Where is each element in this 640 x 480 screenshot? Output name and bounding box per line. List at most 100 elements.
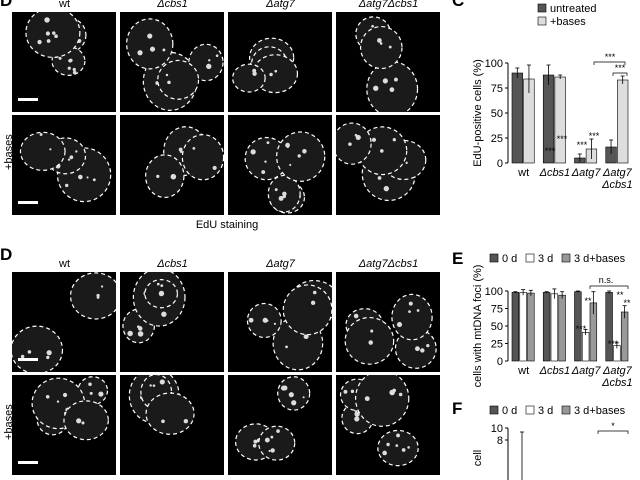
- fluorescent-focus: [69, 58, 73, 63]
- y-tick-label: 25: [491, 339, 503, 351]
- fluorescent-focus: [147, 33, 153, 39]
- bar: [511, 72, 523, 164]
- significance-bracket: [589, 285, 629, 289]
- legend-swatch: [525, 253, 535, 263]
- micrograph-tile: [336, 12, 440, 112]
- bottom-col-label-cbs1: Δcbs1: [157, 258, 188, 270]
- significance-marker: *: [611, 421, 615, 431]
- fluorescent-focus: [398, 392, 403, 397]
- fluorescent-focus: [373, 85, 379, 91]
- fluorescent-focus: [212, 165, 217, 171]
- cell-outline: [366, 61, 419, 112]
- legend-label: untreated: [550, 3, 596, 15]
- fluorescent-focus: [69, 155, 74, 160]
- x-tick-label: Δcbs1: [539, 365, 571, 377]
- fluorescent-focus: [100, 285, 104, 288]
- bottom-col-label-atg7: Δatg7: [266, 258, 295, 270]
- fluorescent-focus: [371, 137, 377, 142]
- panel-letter-d: D: [0, 245, 13, 264]
- fluorescent-focus: [379, 42, 383, 45]
- cell-outline: [19, 131, 66, 172]
- fluorescent-focus: [167, 80, 171, 85]
- fluorescent-focus: [81, 421, 85, 425]
- fluorescent-focus: [303, 334, 309, 340]
- legend-swatch: [489, 253, 499, 263]
- y-tick-label: 0: [497, 158, 503, 170]
- fluorescent-focus: [401, 448, 406, 452]
- y-axis-label: EdU-positive cells (%): [472, 59, 484, 167]
- bottom-col-label-wt: wt: [59, 258, 70, 270]
- fluorescent-focus: [98, 391, 104, 397]
- fluorescent-focus: [264, 160, 267, 163]
- fluorescent-focus: [415, 346, 420, 352]
- top-caption: EdU staining: [195, 219, 259, 231]
- top-col-label-cbs1: Δcbs1: [157, 0, 188, 10]
- bar: [542, 292, 551, 362]
- fluorescent-focus: [302, 396, 305, 399]
- fluorescent-focus: [274, 188, 278, 192]
- significance-marker: **: [584, 296, 592, 306]
- cell-outline: [336, 122, 372, 165]
- cell-outline: [157, 59, 200, 100]
- significance-marker: ***: [557, 134, 568, 144]
- fluorescent-focus: [208, 59, 211, 62]
- fluorescent-focus: [380, 149, 384, 153]
- micrograph-tile: [336, 115, 440, 215]
- fluorescent-focus: [264, 437, 270, 443]
- fluorescent-focus: [389, 87, 395, 93]
- micrograph-tile: [12, 115, 116, 215]
- fluorescent-focus: [192, 146, 196, 150]
- legend-swatch: [537, 16, 547, 26]
- panel-letter-f: F: [452, 399, 463, 418]
- fluorescent-focus: [46, 350, 52, 356]
- chart-f: 0 d 3 d 3 d+bases 810 cell *: [472, 405, 629, 480]
- fluorescent-focus: [285, 345, 288, 349]
- legend-label: 3 d: [538, 405, 553, 417]
- cell-outline: [232, 63, 266, 93]
- fluorescent-focus: [370, 329, 374, 333]
- top-col-label-atg7cbs1: Δatg7Δcbs1: [358, 0, 419, 10]
- fluorescent-focus: [266, 141, 270, 145]
- fluorescent-focus: [408, 301, 413, 306]
- fluorescent-focus: [396, 433, 400, 438]
- micrograph-tile: [228, 115, 332, 215]
- significance-bracket: [593, 61, 626, 65]
- y-tick-label: 25: [491, 133, 503, 145]
- fluorescent-focus: [270, 435, 274, 439]
- significance-marker: ***: [545, 146, 556, 156]
- micrograph-tile: [12, 12, 116, 112]
- y-axis-label: cell: [472, 450, 484, 467]
- fluorescent-focus: [96, 293, 100, 298]
- fluorescent-focus: [67, 66, 71, 70]
- bar: [550, 293, 559, 362]
- significance-bracket: [612, 72, 628, 76]
- cell-outline: [188, 43, 224, 82]
- fluorescent-focus: [206, 63, 212, 70]
- fluorescent-focus: [149, 46, 156, 52]
- fluorescent-focus: [161, 419, 165, 424]
- bottom-col-label-atg7cbs1: Δatg7Δcbs1: [358, 258, 419, 270]
- fluorescent-focus: [377, 38, 382, 43]
- y-tick-label: 8: [497, 435, 503, 447]
- fluorescent-focus: [354, 416, 360, 422]
- fluorescent-focus: [137, 331, 144, 337]
- fluorescent-focus: [78, 174, 83, 180]
- x-tick-label: wt: [517, 365, 529, 377]
- significance-marker: ***: [589, 131, 600, 141]
- significance-marker: ***: [605, 52, 616, 62]
- fluorescent-focus: [278, 195, 284, 201]
- fluorescent-focus: [407, 446, 410, 449]
- fluorescent-focus: [65, 183, 69, 188]
- fluorescent-focus: [89, 391, 93, 395]
- fluorescent-focus: [250, 149, 256, 155]
- fluorescent-focus: [27, 350, 32, 354]
- fluorescent-focus: [394, 77, 398, 82]
- fluorescent-focus: [383, 185, 390, 192]
- micrograph-tile: [120, 12, 224, 112]
- fluorescent-focus: [348, 142, 352, 146]
- x-tick-label: Δatg7: [571, 365, 602, 377]
- fluorescent-focus: [162, 48, 166, 52]
- cell-outline: [355, 375, 410, 427]
- legend-swatch: [537, 3, 547, 13]
